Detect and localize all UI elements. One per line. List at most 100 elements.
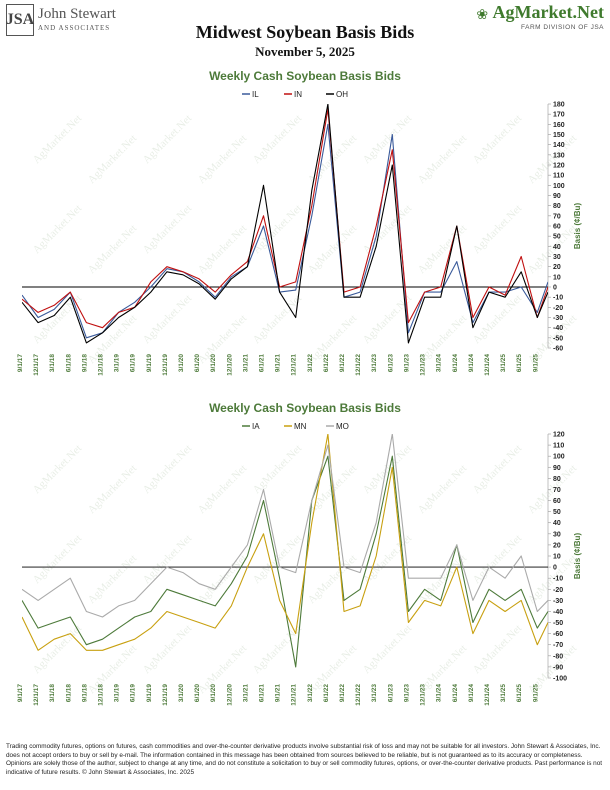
watermark: AgMarket.Net xyxy=(141,112,195,166)
y-tick-label: -90 xyxy=(553,664,563,671)
x-tick-label: 12/1/18 xyxy=(98,354,105,376)
y-tick-label: 0 xyxy=(553,565,557,572)
page-date: November 5, 2025 xyxy=(255,44,355,59)
x-tick-label: 9/1/25 xyxy=(532,354,539,372)
watermark: AgMarket.Net xyxy=(306,552,360,606)
x-tick-label: 3/1/25 xyxy=(500,684,507,702)
y-tick-label: 40 xyxy=(553,520,561,527)
x-tick-label: 9/1/18 xyxy=(81,354,88,372)
watermark: AgMarket.Net xyxy=(416,462,470,516)
x-tick-label: 3/1/24 xyxy=(436,354,443,372)
x-tick-label: 3/1/25 xyxy=(500,354,507,372)
watermark: AgMarket.Net xyxy=(196,312,250,366)
x-tick-label: 3/1/19 xyxy=(114,684,121,702)
y-tick-label: 80 xyxy=(553,476,561,483)
watermark: AgMarket.Net xyxy=(196,642,250,696)
x-tick-label: 12/1/17 xyxy=(33,354,40,376)
y-tick-label: 0 xyxy=(553,285,557,292)
y-tick-label: 10 xyxy=(553,274,561,281)
y-axis-label: Basis (¢/Bu) xyxy=(573,533,582,580)
legend-label-in: IN xyxy=(294,90,302,99)
company-subtitle: AND ASSOCIATES xyxy=(38,24,111,32)
legend-label-mo: MO xyxy=(336,422,349,431)
watermark: AgMarket.Net xyxy=(471,202,525,256)
y-tick-label: -10 xyxy=(553,576,563,583)
x-tick-label: 6/1/21 xyxy=(259,354,266,372)
series-line-mo xyxy=(22,434,548,618)
x-tick-label: 9/1/20 xyxy=(210,684,217,702)
watermark: AgMarket.Net xyxy=(361,112,415,166)
disclaimer: Trading commodity futures, options on fu… xyxy=(6,743,603,776)
watermark: AgMarket.Net xyxy=(196,462,250,516)
y-tick-label: -40 xyxy=(553,325,563,332)
watermark: AgMarket.Net xyxy=(416,132,470,186)
y-tick-label: 100 xyxy=(553,454,565,461)
y-tick-label: -80 xyxy=(553,653,563,660)
x-tick-label: 6/1/24 xyxy=(452,354,459,372)
x-tick-label: 6/1/24 xyxy=(452,684,459,702)
x-tick-label: 12/1/23 xyxy=(420,354,427,376)
watermark: AgMarket.Net xyxy=(251,112,305,166)
y-tick-label: 80 xyxy=(553,203,561,210)
watermark: AgMarket.Net xyxy=(141,292,195,346)
x-tick-label: 6/1/22 xyxy=(323,684,330,702)
y-tick-label: 150 xyxy=(553,132,565,139)
y-tick-label: -10 xyxy=(553,295,563,302)
watermark: AgMarket.Net xyxy=(471,622,525,676)
jsa-logo-mark: JSA xyxy=(6,4,34,36)
watermark: AgMarket.Net xyxy=(31,202,85,256)
x-tick-label: 12/1/19 xyxy=(162,354,169,376)
y-tick-label: 170 xyxy=(553,112,565,119)
watermark: AgMarket.Net xyxy=(141,532,195,586)
x-tick-label: 9/1/20 xyxy=(210,354,217,372)
x-tick-label: 12/1/24 xyxy=(484,684,491,706)
y-tick-label: 10 xyxy=(553,554,561,561)
y-tick-label: -60 xyxy=(553,631,563,638)
y-tick-label: -20 xyxy=(553,305,563,312)
x-tick-label: 6/1/18 xyxy=(65,684,72,702)
x-tick-label: 6/1/21 xyxy=(259,684,266,702)
y-tick-label: 90 xyxy=(553,193,561,200)
legend-label-ia: IA xyxy=(252,422,260,431)
x-tick-label: 3/1/23 xyxy=(371,354,378,372)
x-tick-label: 6/1/19 xyxy=(130,684,137,702)
x-tick-label: 3/1/21 xyxy=(242,354,249,372)
watermark: AgMarket.Net xyxy=(471,532,525,586)
y-tick-label: -30 xyxy=(553,315,563,322)
x-tick-label: 12/1/21 xyxy=(291,354,298,376)
x-tick-label: 6/1/23 xyxy=(387,684,394,702)
watermark: AgMarket.Net xyxy=(86,462,140,516)
y-tick-label: 110 xyxy=(553,173,564,180)
legend-label-mn: MN xyxy=(294,422,307,431)
agmarket-name: AgMarket.Net xyxy=(492,2,604,22)
x-tick-label: 12/1/20 xyxy=(226,684,233,706)
watermark: AgMarket.Net xyxy=(361,442,415,496)
watermark: AgMarket.Net xyxy=(196,132,250,186)
y-tick-label: -30 xyxy=(553,598,563,605)
y-tick-label: -50 xyxy=(553,620,563,627)
watermark: AgMarket.Net xyxy=(361,622,415,676)
x-tick-label: 9/1/24 xyxy=(468,684,475,702)
y-tick-label: 40 xyxy=(553,244,561,251)
jsa-logo: JSA John Stewart AND ASSOCIATES xyxy=(6,4,166,40)
x-tick-label: 9/1/18 xyxy=(81,684,88,702)
x-tick-label: 6/1/20 xyxy=(194,684,201,702)
y-tick-label: 90 xyxy=(553,465,561,472)
y-tick-label: -40 xyxy=(553,609,563,616)
leaf-icon: ❀ xyxy=(476,6,489,22)
x-tick-label: 12/1/19 xyxy=(162,684,169,706)
y-tick-label: 160 xyxy=(553,122,565,129)
watermark: AgMarket.Net xyxy=(471,112,525,166)
y-axis-label: Basis (¢/Bu) xyxy=(573,203,582,250)
x-tick-label: 12/1/22 xyxy=(355,354,362,376)
legend-label-oh: OH xyxy=(336,90,348,99)
x-tick-label: 6/1/25 xyxy=(516,354,523,372)
series-line-mn xyxy=(22,434,548,651)
chart-il-in-oh: Weekly Cash Soybean Basis Bids IL IN OH AgMa… xyxy=(17,69,582,376)
watermark: AgMarket.Net xyxy=(86,222,140,276)
x-tick-label: 3/1/20 xyxy=(178,354,185,372)
x-tick-label: 6/1/23 xyxy=(387,354,394,372)
watermark: AgMarket.Net xyxy=(361,202,415,256)
y-tick-label: 50 xyxy=(553,509,561,516)
x-tick-label: 3/1/18 xyxy=(49,354,56,372)
